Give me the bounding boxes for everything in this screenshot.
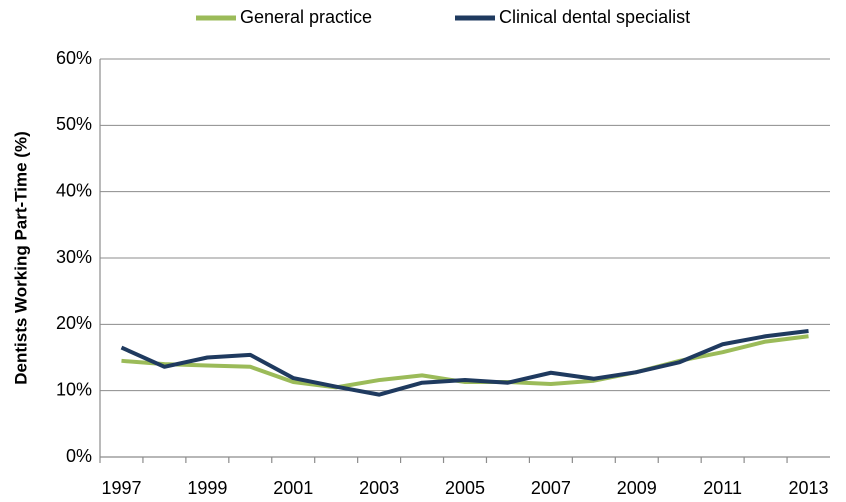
x-tick-label: 1999 (187, 478, 227, 498)
x-tick-label: 2013 (789, 478, 829, 498)
x-tick-label: 1997 (101, 478, 141, 498)
series-line (120, 328, 809, 397)
y-tick-label: 40% (56, 180, 92, 200)
x-tick-label: 2011 (703, 478, 742, 498)
x-tick-label: 2003 (359, 478, 399, 498)
y-tick-label: 10% (56, 379, 92, 399)
y-tick-label: 60% (56, 48, 92, 68)
y-tick-label: 20% (56, 313, 92, 333)
y-axis-label: Dentists Working Part-Time (%) (11, 131, 30, 384)
x-tick-label: 2009 (617, 478, 657, 498)
x-tick-label: 2001 (273, 478, 313, 498)
y-tick-label: 0% (66, 446, 92, 466)
legend-label: General practice (240, 7, 372, 27)
legend-label: Clinical dental specialist (499, 7, 690, 27)
x-tick-label: 2005 (445, 478, 485, 498)
x-tick-label: 2007 (531, 478, 571, 498)
y-tick-label: 30% (56, 247, 92, 267)
y-tick-label: 50% (56, 114, 92, 134)
